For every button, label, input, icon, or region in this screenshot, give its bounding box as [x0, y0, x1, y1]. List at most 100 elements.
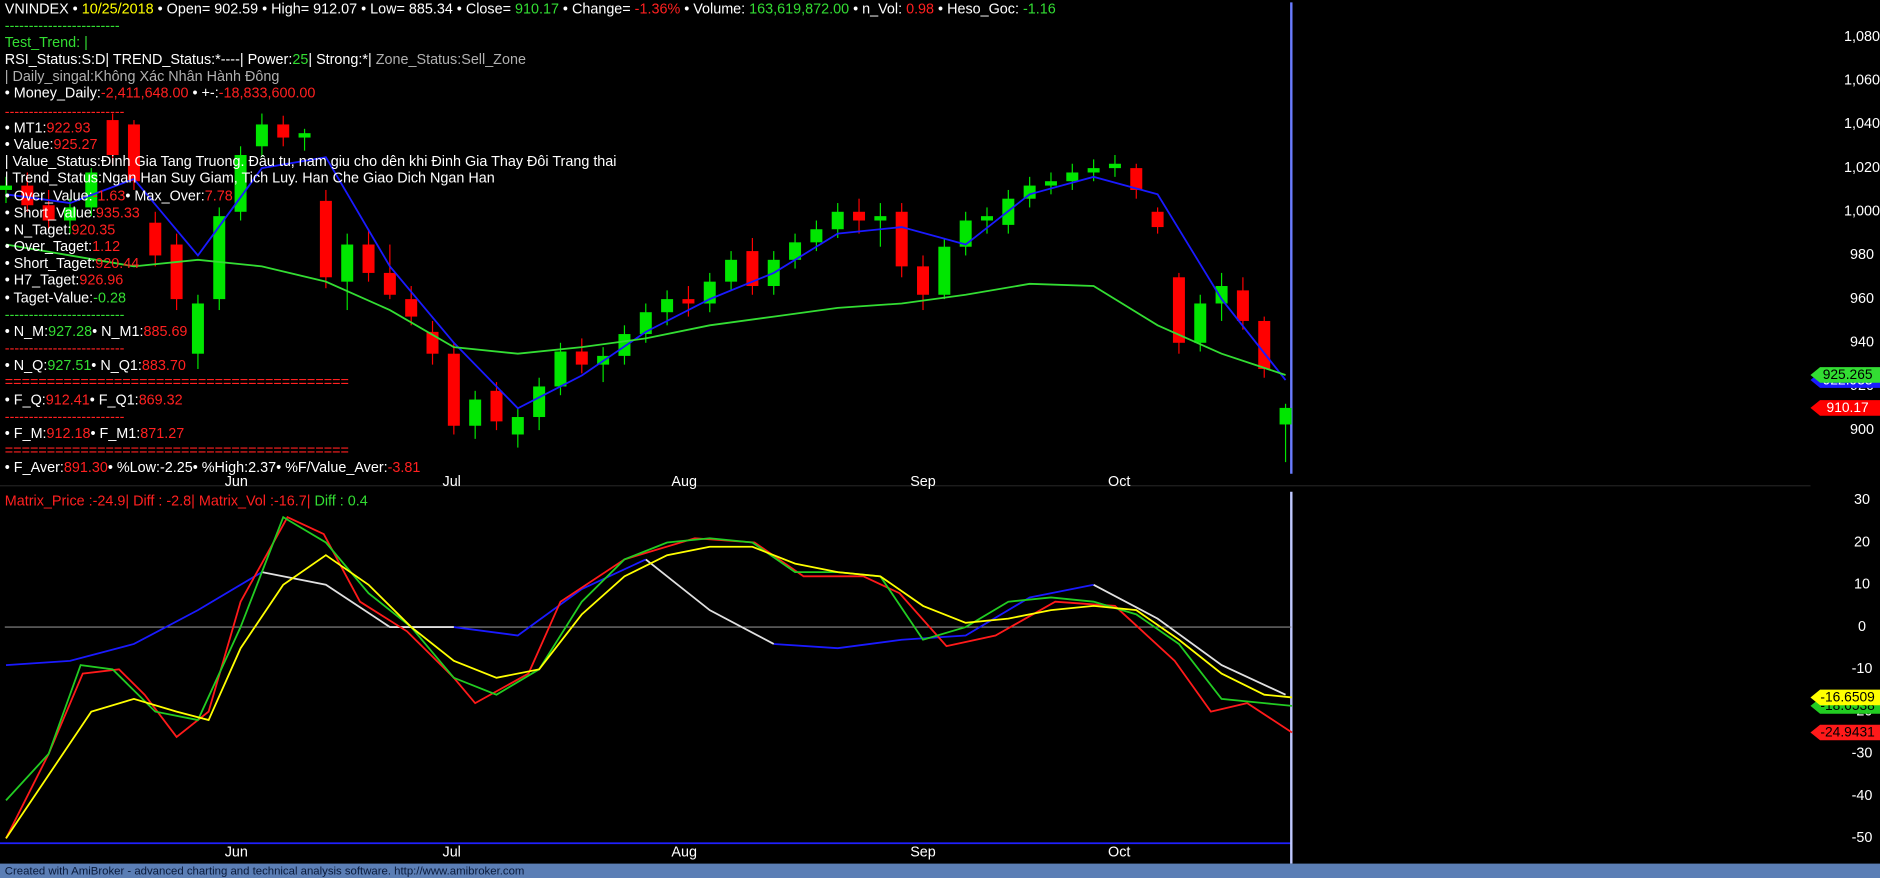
info-segment: • +-:: [189, 85, 219, 101]
y-tick-label: -30: [1852, 746, 1873, 762]
value-tag: [1810, 400, 1880, 416]
info-segment: • N_M:: [5, 324, 48, 340]
x-tick-label: Oct: [1108, 474, 1130, 490]
info-segment: 926.96: [79, 272, 123, 288]
candle-body: [469, 399, 482, 426]
candle-body: [63, 207, 76, 221]
candle-body: [639, 312, 652, 335]
panel-title-part: Diff : 0.4: [310, 493, 367, 509]
candle-body: [810, 229, 823, 243]
candle-body: [511, 417, 524, 435]
info-segment: • N_Q:: [5, 358, 48, 374]
info-segment: -------------------------: [5, 341, 125, 357]
x-tick-label: Jul: [443, 845, 461, 861]
info-segment: 927.51: [47, 358, 91, 374]
candle-body: [1087, 168, 1100, 173]
info-line: ------------------------: [5, 18, 120, 34]
info-segment: | Trend_Status:Ngan Han Suy Giam, Tich L…: [5, 171, 495, 187]
x-tick-label: Jun: [225, 845, 248, 861]
info-line: | Daily_singal:Không Xác Nhân Hành Đông: [5, 69, 280, 85]
candle-body: [298, 133, 311, 138]
info-segment: 925.27: [54, 137, 98, 153]
info-segment: -3.81: [388, 460, 421, 476]
value-tag: [1810, 367, 1880, 383]
info-segment: • H7_Taget:: [5, 272, 80, 288]
value-tag-label: -16.6509: [1820, 690, 1875, 705]
info-segment: 891.30: [64, 460, 108, 476]
candle-body: [725, 259, 738, 282]
info-segment: | Strong:*|: [308, 52, 375, 68]
candle-body: [255, 124, 268, 147]
indicator-line: [5, 545, 1293, 839]
x-tick-label: Jun: [225, 474, 248, 490]
info-segment: 912.41: [46, 392, 90, 408]
info-segment: • Volume:: [680, 1, 749, 17]
info-segment: • Value:: [5, 137, 54, 153]
value-tag: [1810, 724, 1880, 741]
value-tag-label: 910.17: [1827, 400, 1869, 415]
info-segment: • Short_Taget:: [5, 256, 96, 272]
info-segment: 869.32: [139, 392, 183, 408]
info-segment: 871.27: [140, 426, 184, 442]
info-segment: • MT1:: [5, 120, 47, 136]
info-line: • Taget-Value:-0.28: [5, 290, 126, 306]
candle-body: [170, 244, 183, 300]
indicator-line: [5, 515, 1293, 839]
info-line: • N_Q:927.51• N_Q1:883.70: [5, 358, 186, 374]
info-segment: -------------------------: [5, 105, 125, 121]
candle-body: [277, 124, 290, 138]
info-segment: -------------------------: [5, 307, 125, 323]
info-line: | Value_Status:Đinh Gia Tang Truong. Đâu…: [5, 154, 617, 170]
info-segment: • Change=: [559, 1, 635, 17]
indicator-line: [5, 156, 1287, 410]
candle-body: [383, 272, 396, 295]
info-segment: 25: [292, 52, 308, 68]
y-tick-label: 20: [1854, 534, 1870, 550]
info-segment: 922.93: [47, 120, 91, 136]
info-segment: • Open= 902.59 • High= 912.07 • Low= 885…: [154, 1, 515, 17]
candle-body: [703, 281, 716, 304]
info-panel: VNINDEX • 10/25/2018 • Open= 902.59 • Hi…: [5, 1, 1056, 475]
info-line: • F_M:912.18• F_M1:871.27: [5, 426, 184, 442]
info-segment: Test_Trend: |: [5, 35, 88, 51]
info-segment: • F_M1:: [91, 426, 141, 442]
info-line: • F_Aver:891.30• %Low:-2.25• %High:2.37•…: [5, 460, 421, 476]
panel-title-part: Matrix_Price :-24.9| Diff : -2.8| Matrix…: [5, 493, 311, 509]
info-line: • MT1:922.93: [5, 120, 91, 136]
info-line: • N_M:927.28• N_M1:885.69: [5, 324, 188, 340]
candle-body: [234, 155, 247, 212]
candle-body: [1044, 181, 1057, 186]
value-tag-label: 925.265: [1823, 367, 1873, 382]
info-segment: 10/25/2018: [82, 1, 154, 17]
candle-body: [191, 303, 204, 354]
footer-text: Created with AmiBroker - advanced charti…: [5, 865, 525, 877]
value-tag-label: -24.9431: [1820, 725, 1874, 740]
y-tick-label: -50: [1852, 830, 1873, 846]
candle-body: [127, 124, 140, 182]
candle-body: [853, 211, 866, 221]
candle-body: [85, 172, 98, 208]
info-line: -------------------------: [5, 341, 125, 357]
y-tick-label: -40: [1852, 788, 1873, 804]
candle-body: [1172, 277, 1185, 343]
candle-body: [1236, 290, 1249, 321]
candle-body: [575, 351, 588, 365]
info-line: -------------------------: [5, 307, 125, 323]
info-line: • Short_Value:935.33: [5, 205, 140, 221]
info-line: • Money_Daily:-2,411,648.00 • +-:-18,833…: [5, 85, 316, 101]
info-segment: ========================================…: [5, 443, 349, 459]
info-line: • Short_Taget:920.44: [5, 256, 139, 272]
info-line: | Trend_Status:Ngan Han Suy Giam, Tich L…: [5, 171, 495, 187]
candle-body: [1130, 168, 1143, 190]
y-tick-label: 980: [1850, 247, 1874, 263]
candle-body: [1279, 407, 1292, 425]
candle-body: [1151, 211, 1164, 228]
candle-body: [895, 211, 908, 267]
info-line: • N_Taget:920.35: [5, 222, 116, 238]
candle-body: [213, 216, 226, 300]
info-line: -------------------------: [5, 105, 125, 121]
info-segment: • F_Q1:: [90, 392, 139, 408]
info-segment: | Value_Status:Đinh Gia Tang Truong. Đâu…: [5, 154, 617, 170]
